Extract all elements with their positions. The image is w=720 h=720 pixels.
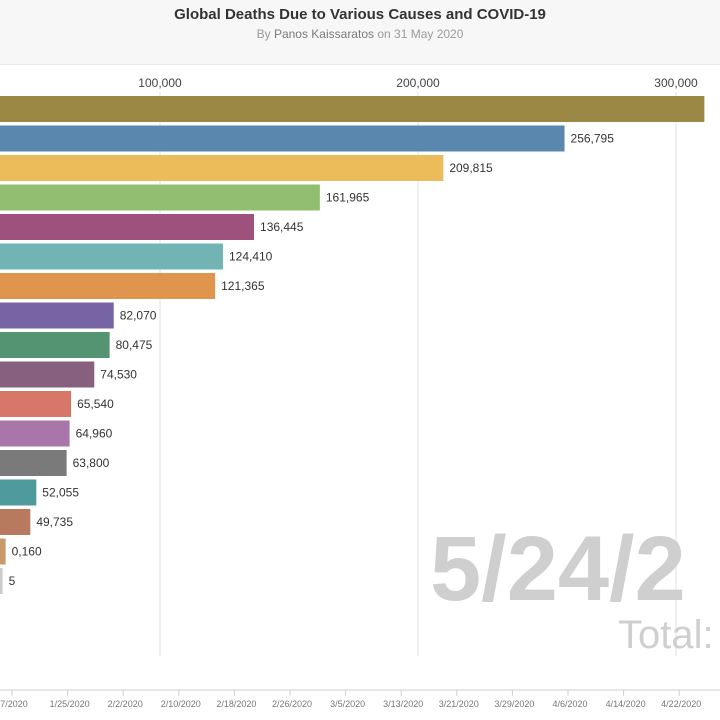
timeline-label: 2/26/2020	[272, 699, 312, 709]
total-label: Total:	[618, 613, 714, 657]
x-tick-label: 300,000	[654, 76, 698, 90]
bar	[0, 479, 37, 506]
bar	[0, 420, 70, 447]
bar	[0, 155, 444, 181]
timeline-label: 3/13/2020	[383, 699, 423, 709]
timeline-label: 2/2/2020	[108, 699, 143, 709]
timeline-label: 4/14/2020	[606, 699, 646, 709]
byline-suffix: on 31 May 2020	[377, 27, 464, 41]
bar-value-label: 52,055	[42, 486, 79, 500]
timeline-label: 3/5/2020	[330, 699, 365, 709]
bar-value-label: 256,795	[571, 132, 615, 146]
bar-value-label: 64,960	[76, 427, 113, 441]
timeline-label: 7/2020	[0, 699, 28, 709]
bar-value-label: 0,160	[12, 545, 42, 559]
bar	[0, 125, 565, 152]
byline-prefix: By	[256, 27, 271, 41]
bar	[0, 184, 320, 211]
x-tick-label: 100,000	[138, 76, 182, 90]
bar-value-label: 5	[9, 574, 16, 588]
bar	[0, 538, 6, 565]
bar-value-label: 136,445	[260, 220, 304, 234]
bar	[0, 243, 223, 270]
bar-chart-race: 100,000 200,000 300,000 256,795 209,815 161,9…	[0, 76, 720, 709]
bar	[0, 273, 216, 299]
bar-value-label: 63,800	[73, 456, 110, 470]
bar-value-label: 82,070	[120, 309, 157, 323]
timeline-label: 2/10/2020	[161, 699, 201, 709]
bar-value-label: 124,410	[229, 250, 273, 264]
bar	[0, 509, 31, 535]
bar-value-label: 209,815	[449, 161, 493, 175]
bar	[0, 391, 72, 417]
current-date-label: 5/24/2	[430, 518, 686, 620]
timeline-label: 4/6/2020	[552, 699, 587, 709]
bar	[0, 450, 67, 476]
chart-byline: By Panos Kaissaratos on 31 May 2020	[0, 27, 720, 41]
bar	[0, 332, 110, 358]
bar	[0, 568, 3, 594]
bar	[0, 302, 114, 329]
byline-author: Panos Kaissaratos	[273, 27, 374, 41]
bar-value-label: 74,530	[100, 368, 137, 382]
bar-value-label: 65,540	[77, 397, 114, 411]
bar-value-label: 121,365	[221, 279, 265, 293]
x-tick-label: 200,000	[396, 76, 440, 90]
timeline-label: 3/21/2020	[439, 699, 479, 709]
timeline-label: 1/25/2020	[50, 699, 90, 709]
bar	[0, 361, 95, 388]
chart-header: Global Deaths Due to Various Causes and …	[0, 0, 720, 65]
bar	[0, 214, 255, 240]
timeline-label: 2/18/2020	[216, 699, 256, 709]
chart-title: Global Deaths Due to Various Causes and …	[174, 6, 546, 23]
bar-value-label: 80,475	[116, 338, 153, 352]
bar	[0, 96, 705, 122]
timeline-label: 3/29/2020	[494, 699, 534, 709]
timeline-label: 4/22/2020	[661, 699, 701, 709]
bar-value-label: 161,965	[326, 191, 370, 205]
bar-value-label: 49,735	[36, 515, 73, 529]
